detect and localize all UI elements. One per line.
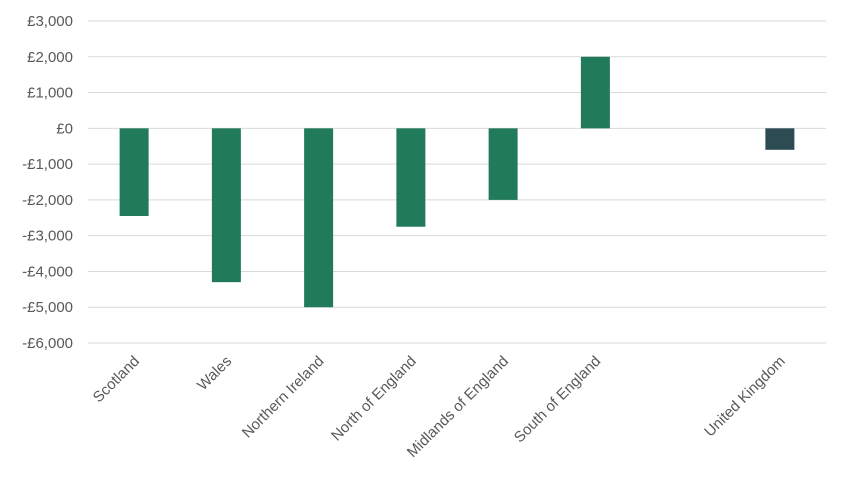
y-axis-tick-labels: £3,000 £2,000 £1,000 £0 -£1,000 -£2,000 -£3,00… xyxy=(22,13,73,352)
bar-northern-ireland xyxy=(304,128,334,308)
x-category-label: United Kingdom xyxy=(701,353,788,440)
y-tick-label: £3,000 xyxy=(27,13,73,30)
gridlines xyxy=(88,20,826,344)
x-category-label: Northern Ireland xyxy=(239,353,328,442)
y-tick-label: -£3,000 xyxy=(22,228,73,245)
y-tick-label: -£2,000 xyxy=(22,192,73,209)
bar-united-kingdom xyxy=(765,128,795,150)
x-category-label: Midlands of England xyxy=(404,353,512,461)
x-axis-category-labels: Scotland Wales Northern Ireland North of En… xyxy=(90,353,789,461)
bar-south-of-england xyxy=(580,56,610,129)
y-tick-label: £0 xyxy=(56,120,73,137)
y-tick-label: -£6,000 xyxy=(22,335,73,352)
x-category-label: Wales xyxy=(194,353,235,394)
bar-scotland xyxy=(119,128,149,216)
bar-midlands-of-england xyxy=(488,128,518,200)
x-category-label: Scotland xyxy=(90,353,143,406)
bars xyxy=(119,56,795,308)
y-tick-label: £1,000 xyxy=(27,85,73,102)
x-category-label: South of England xyxy=(511,353,604,446)
bar-wales xyxy=(211,128,241,283)
y-tick-label: -£5,000 xyxy=(22,299,73,316)
x-category-label: North of England xyxy=(328,353,420,445)
y-tick-label: £2,000 xyxy=(27,49,73,66)
y-tick-label: -£4,000 xyxy=(22,263,73,280)
bar-north-of-england xyxy=(396,128,426,227)
y-tick-label: -£1,000 xyxy=(22,156,73,173)
